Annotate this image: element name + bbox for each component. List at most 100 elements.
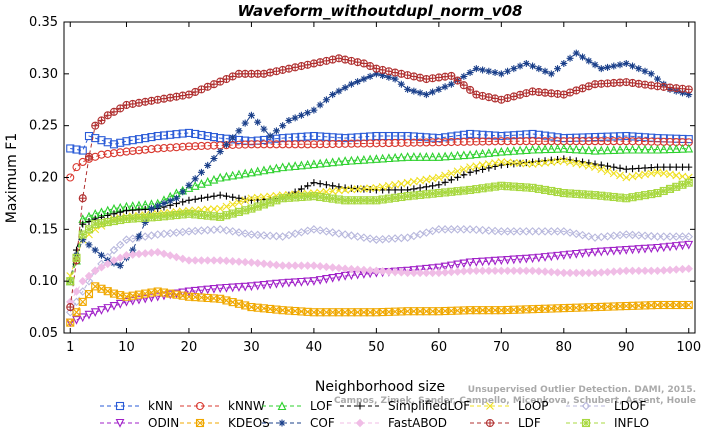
series-line-odin — [70, 244, 689, 324]
point-fastabod — [265, 260, 275, 269]
point-knnw — [241, 140, 250, 149]
x-tick-label: 30 — [243, 340, 260, 355]
point-knn — [509, 131, 518, 140]
point-lof — [640, 144, 650, 154]
point-knnw — [622, 137, 631, 146]
point-fastabod — [440, 268, 450, 277]
point-lof — [615, 144, 625, 154]
point-odin — [621, 246, 631, 255]
point-ldf — [309, 59, 318, 68]
point-lof — [353, 155, 363, 165]
point-fastabod — [684, 264, 693, 273]
legend-item-odin: ODIN — [100, 416, 179, 430]
point-fastabod — [166, 251, 175, 260]
point-simplifiedlof — [335, 183, 343, 191]
point-knn — [428, 133, 437, 142]
point-ldf — [397, 69, 406, 78]
point-loop — [628, 172, 637, 181]
point-knnw — [159, 144, 169, 153]
point-inflo — [116, 215, 125, 225]
point-fastabod — [97, 263, 106, 272]
point-inflo — [684, 178, 693, 187]
point-cof — [554, 65, 562, 73]
point-lof — [484, 148, 494, 157]
point-inflo — [209, 212, 218, 221]
point-odin — [515, 255, 525, 264]
point-ldf — [284, 64, 293, 73]
point-cof — [366, 72, 374, 80]
point-ldf — [403, 71, 412, 80]
point-ldof — [222, 226, 231, 235]
point-knnw — [203, 141, 212, 150]
point-simplifiedlof — [485, 164, 493, 172]
point-knn — [497, 131, 506, 141]
point-cof — [497, 70, 505, 78]
point-odin — [122, 297, 131, 307]
point-cof — [422, 91, 430, 99]
point-knn — [434, 134, 443, 143]
point-fastabod — [190, 256, 200, 265]
point-fastabod — [297, 261, 306, 270]
point-loop — [641, 170, 649, 179]
point-cof — [435, 85, 443, 93]
point-odin — [421, 264, 431, 274]
point-lof — [303, 159, 313, 169]
point-lof — [309, 159, 319, 169]
point-inflo — [428, 189, 437, 198]
point-cof — [441, 83, 449, 91]
point-odin — [571, 249, 581, 259]
point-cof — [404, 85, 412, 93]
point-odin — [303, 277, 313, 287]
point-cof — [566, 54, 574, 62]
point-ldf — [353, 58, 362, 67]
legend-label: FastABOD — [388, 416, 447, 430]
point-simplifiedlof — [597, 161, 605, 169]
point-ldof — [665, 232, 675, 241]
point-fastabod — [553, 268, 562, 277]
point-fastabod — [359, 265, 369, 275]
point-simplifiedlof — [460, 171, 468, 179]
point-simplifiedlof — [685, 163, 693, 171]
point-ldof — [315, 226, 325, 235]
point-ldof — [447, 225, 456, 234]
point-cof — [385, 73, 393, 81]
y-tick-label: 0.25 — [29, 119, 58, 134]
point-loop — [359, 184, 368, 193]
point-loop — [397, 179, 406, 188]
point-ldof — [478, 225, 487, 235]
point-knn — [453, 131, 462, 140]
point-cof — [466, 69, 474, 77]
point-ldf — [503, 94, 512, 103]
point-loop — [341, 186, 350, 194]
point-ldof — [553, 227, 562, 236]
point-simplifiedlof — [472, 167, 480, 175]
point-fastabod — [259, 259, 269, 268]
point-loop — [541, 158, 549, 167]
point-simplifiedlof — [304, 182, 312, 190]
point-fastabod — [528, 266, 537, 276]
point-simplifiedlof — [204, 193, 212, 201]
point-simplifiedlof — [366, 186, 374, 194]
point-lof — [228, 170, 238, 180]
point-lof — [528, 144, 537, 154]
point-ldof — [409, 231, 419, 241]
point-loop — [578, 160, 587, 169]
point-simplifiedlof — [185, 196, 193, 204]
point-ldf — [316, 58, 325, 67]
point-knn — [209, 133, 218, 142]
point-lof — [415, 152, 425, 161]
point-knnw — [366, 139, 375, 148]
point-simplifiedlof — [347, 184, 355, 192]
point-cof — [541, 67, 549, 75]
point-simplifiedlof — [510, 160, 518, 168]
point-fastabod — [390, 267, 400, 277]
point-ldf — [447, 71, 456, 80]
point-fastabod — [422, 268, 431, 278]
point-knnw — [447, 137, 456, 147]
point-knn — [609, 132, 618, 141]
point-simplifiedlof — [110, 210, 118, 218]
point-knn — [141, 134, 150, 143]
point-cof — [372, 70, 380, 78]
point-knn — [503, 131, 512, 140]
x-axis-label: Neighborhood size — [315, 379, 445, 395]
